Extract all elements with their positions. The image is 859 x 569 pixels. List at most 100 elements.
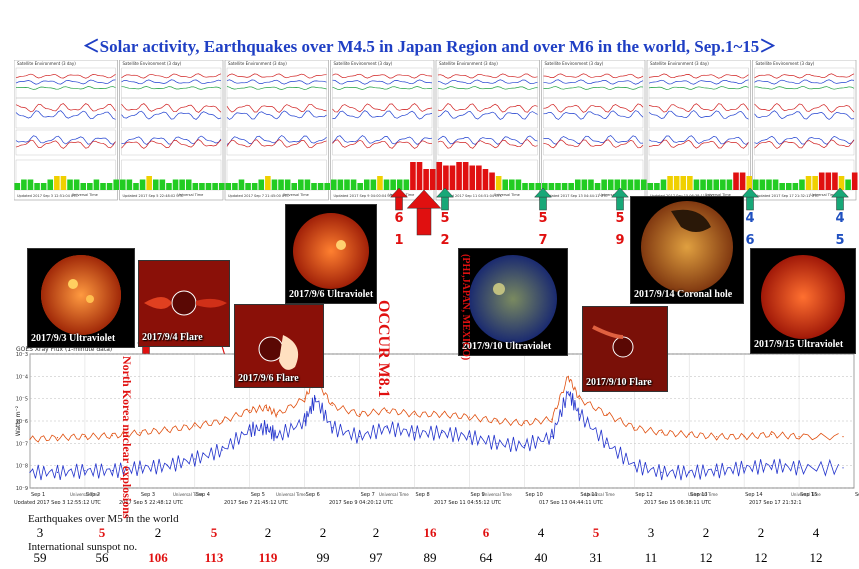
- event-magnitude-digit: 5: [440, 211, 449, 226]
- kp-bar: [660, 179, 667, 190]
- chart-header: GOES Xray Flux (1-minute data): [16, 346, 112, 353]
- xray-data-point: [249, 429, 251, 431]
- occur-arrow-shaft: [416, 206, 432, 236]
- trace-line: [15, 79, 116, 85]
- x-tick-label: Sep 7: [361, 492, 375, 498]
- xray-data-point: [716, 436, 718, 438]
- kp-bar: [265, 176, 271, 190]
- chart-updated: 2017 Sep 9 04:20:12 UTC: [329, 500, 394, 504]
- kp-bar: [232, 183, 238, 190]
- kp-bar: [238, 179, 245, 190]
- kp-bar: [40, 183, 47, 190]
- kp-bar: [726, 179, 733, 190]
- kp-bar: [60, 176, 67, 190]
- xray-data-point: [304, 420, 306, 422]
- kp-bar: [581, 179, 588, 190]
- kp-bar: [799, 179, 805, 190]
- kp-bar: [185, 179, 192, 190]
- trace-line: [15, 103, 116, 113]
- panel-footer: Universal Time: [72, 193, 98, 197]
- xray-data-point: [413, 432, 416, 434]
- y-tick-label: 10⁻6: [16, 419, 28, 425]
- xray-data-point: [688, 433, 690, 436]
- kp-bar: [772, 179, 779, 190]
- xray-data-point: [331, 427, 333, 429]
- kp-bar: [337, 179, 344, 190]
- xray-data-point: [304, 398, 306, 400]
- trace-line: [332, 110, 433, 120]
- xray-data-point: [842, 467, 844, 469]
- sun-image-sep15-uv: 2017/9/15 Ultraviolet: [750, 248, 856, 354]
- trace-line: [121, 73, 222, 79]
- occur-text: OCCUR M8.1: [375, 300, 392, 398]
- kp-bar: [792, 183, 799, 190]
- xray-data-point: [842, 436, 844, 438]
- trace-line: [543, 139, 644, 149]
- kp-bar: [27, 179, 34, 190]
- xray-data-point: [276, 413, 278, 415]
- kp-bar: [779, 183, 785, 190]
- image-caption: 2017/9/14 Coronal hole: [634, 289, 733, 300]
- xray-data-point: [567, 391, 569, 393]
- sun-image-sep14-coronal-hole: 2017/9/14 Coronal hole: [630, 196, 744, 304]
- image-caption: 2017/9/3 Ultraviolet: [31, 333, 116, 344]
- kp-bar: [845, 179, 851, 190]
- panel-footer: Universal Time: [705, 193, 731, 197]
- chart-updated: 2017 Sep 5 22:48:12 UTC: [119, 500, 184, 504]
- kp-bar: [851, 172, 858, 190]
- panel-title: Satellite Environment (3 day): [17, 61, 76, 66]
- sunspot-row-label: International sunspot no.: [28, 541, 138, 553]
- panel-footer: Universal Time: [810, 193, 836, 197]
- xray-data-point: [606, 442, 608, 444]
- trace-line: [437, 86, 538, 90]
- sunspot-count: 31: [589, 550, 603, 565]
- sub-panel-frame: [226, 97, 327, 129]
- sunspot-count: 56: [95, 550, 109, 565]
- kp-bar: [120, 179, 126, 190]
- x-axis-label: Universal Time: [379, 492, 409, 497]
- x-tick-label: Sep 15: [800, 492, 817, 498]
- sunspot-count: 64: [479, 550, 493, 565]
- kp-bar: [179, 179, 185, 190]
- occur-sub-label: (PHI,JAPAN, MEXICO): [460, 254, 471, 360]
- kp-bar: [607, 179, 614, 190]
- kp-bar: [634, 179, 640, 190]
- panel-title: Satellite Environment (3 day): [756, 61, 815, 66]
- kp-bar: [357, 183, 363, 190]
- sunspot-count: 40: [534, 550, 548, 565]
- sub-panel-frame: [754, 97, 855, 129]
- kp-bar: [785, 183, 792, 190]
- kp-bar: [403, 179, 410, 190]
- xray-data-point: [276, 436, 278, 438]
- panel-title: Satellite Environment (3 day): [123, 61, 182, 66]
- trace-line: [226, 86, 327, 90]
- kp-bar: [832, 172, 838, 190]
- kp-bar: [548, 183, 555, 190]
- kp-bar: [377, 176, 383, 190]
- panel-updated: Updated 2017 Sep 7 21:45:00 UTC: [228, 194, 289, 198]
- xray-data-point: [249, 409, 251, 411]
- trace-line: [648, 135, 749, 145]
- x-tick-label: Sep 14: [745, 492, 762, 498]
- kp-bar: [251, 183, 258, 190]
- kp-bar: [838, 176, 845, 190]
- xray-data-point: [578, 398, 580, 400]
- kp-bar: [502, 179, 509, 190]
- xray-data-point: [798, 436, 800, 438]
- xray-series-line: [29, 376, 839, 443]
- coronagraph-image-sep6: 2017/9/6 Flare: [234, 304, 324, 388]
- kp-bar: [594, 183, 601, 190]
- x-tick-label: Sep 5: [251, 492, 265, 498]
- x-tick-label: Sep 1: [31, 492, 45, 498]
- kp-bar: [67, 179, 73, 190]
- sub-panel-frame: [332, 97, 433, 129]
- kp-bar: [331, 179, 337, 190]
- xray-data-point: [523, 444, 525, 447]
- panel-footer: Universal Time: [177, 193, 203, 197]
- kp-bar: [245, 183, 251, 190]
- chart-updated: 2017 Sep 11 04:55:12 UTC: [434, 500, 502, 504]
- trace-line: [437, 103, 538, 113]
- image-caption: 2017/9/15 Ultraviolet: [754, 339, 844, 350]
- kp-bar: [739, 172, 746, 190]
- kp-bar: [706, 179, 713, 190]
